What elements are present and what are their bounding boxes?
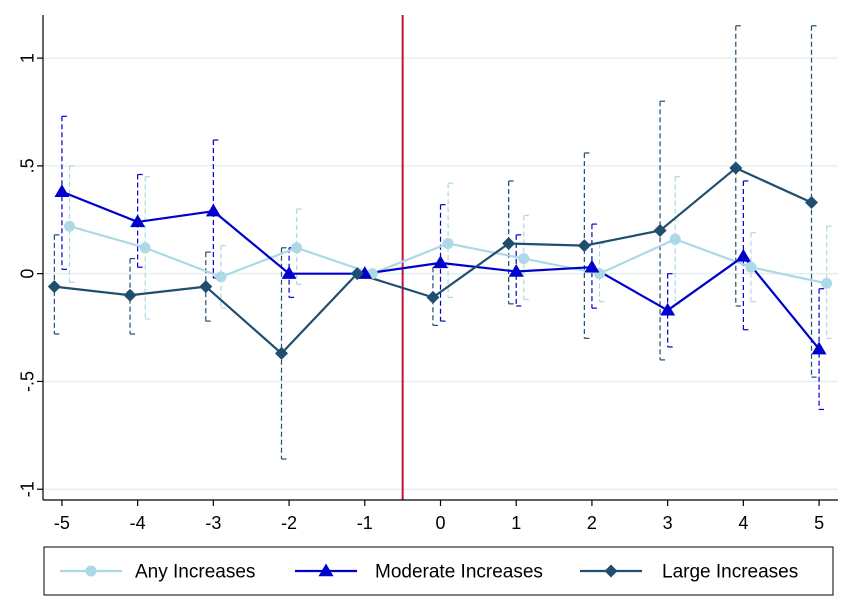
- data-point-series-2: [660, 302, 676, 316]
- data-point-series-3: [47, 280, 61, 294]
- data-point-series-2: [54, 184, 70, 198]
- x-tick-label: 4: [738, 513, 748, 533]
- data-point-series-2: [205, 203, 221, 217]
- data-point-series-1: [64, 220, 75, 232]
- legend-label-2: Moderate Increases: [375, 562, 543, 583]
- x-tick-label: -3: [205, 513, 221, 533]
- x-tick-label: -2: [281, 513, 297, 533]
- data-point-series-3: [199, 280, 213, 294]
- legend-marker-2: [318, 563, 334, 577]
- legend: Any Increases Moderate Increases Large Inc…: [43, 546, 834, 596]
- data-point-series-1: [745, 261, 757, 273]
- data-point-series-1: [215, 271, 227, 283]
- y-tick-label: 1: [17, 53, 37, 63]
- x-tick-label: 1: [511, 513, 521, 533]
- data-point-series-3: [350, 267, 364, 281]
- data-point-series-2: [811, 341, 827, 355]
- series-markers: [47, 161, 833, 360]
- data-point-series-1: [669, 233, 681, 245]
- legend-box: [43, 546, 834, 596]
- data-point-series-1: [518, 253, 530, 265]
- y-tick-label: .5: [17, 158, 37, 173]
- data-point-series-3: [577, 239, 591, 253]
- y-tick-label: 0: [17, 269, 37, 279]
- legend-label-3: Large Increases: [662, 562, 798, 583]
- x-tick-label: -5: [54, 513, 70, 533]
- data-point-series-3: [502, 236, 516, 250]
- data-point-series-1: [139, 242, 151, 254]
- legend-marker-3: [604, 564, 618, 578]
- data-point-series-1: [821, 277, 833, 289]
- data-point-series-1: [291, 242, 303, 254]
- data-point-series-3: [729, 161, 743, 175]
- data-point-series-3: [426, 290, 440, 304]
- axes: -1 -.5 0 .5 1 -5 -4 -3 -2 -1 0 1 2 3 4 5: [17, 15, 838, 533]
- y-tick-label: -1: [17, 481, 37, 497]
- legend-marker-1: [85, 565, 97, 577]
- x-tick-label: 3: [663, 513, 673, 533]
- data-point-series-2: [735, 248, 751, 262]
- data-point-series-3: [805, 196, 818, 210]
- data-point-series-2: [508, 264, 524, 277]
- x-tick-label: -4: [130, 513, 146, 533]
- data-point-series-2: [281, 266, 297, 279]
- data-point-series-2: [584, 259, 600, 273]
- x-tick-label: -1: [357, 513, 373, 533]
- x-tick-label: 2: [587, 513, 597, 533]
- data-point-series-2: [433, 255, 448, 269]
- data-point-series-1: [442, 237, 454, 249]
- data-point-series-3: [653, 224, 667, 238]
- data-point-series-3: [123, 288, 137, 302]
- legend-label-1: Any Increases: [135, 562, 255, 583]
- x-tick-label: 5: [814, 513, 824, 533]
- data-point-series-2: [130, 214, 146, 228]
- x-tick-label: 0: [435, 513, 445, 533]
- y-tick-label: -.5: [17, 371, 37, 392]
- data-point-series-3: [275, 346, 288, 360]
